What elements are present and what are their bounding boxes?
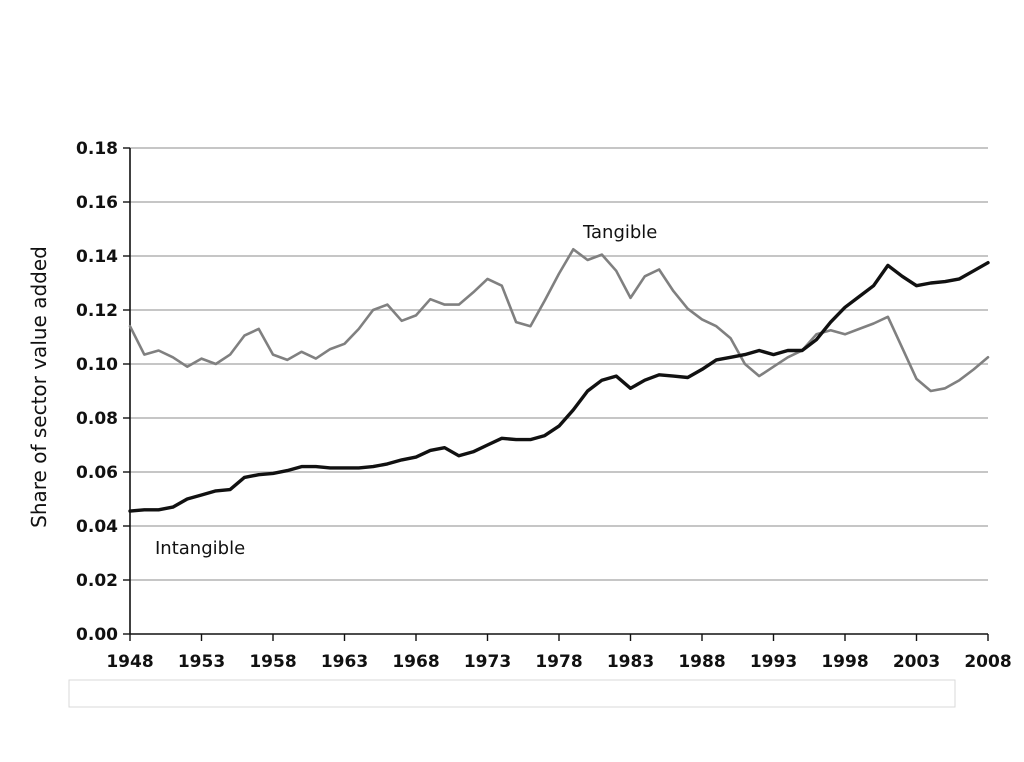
y-tick-label: 0.00	[76, 625, 118, 645]
series-lines	[128, 248, 990, 513]
x-tick-label: 1993	[750, 652, 797, 672]
x-tick-label: 1958	[249, 652, 296, 672]
x-tick-label: 1973	[464, 652, 511, 672]
tangible-annotation: Tangible	[582, 222, 657, 243]
x-tick-label: 1953	[178, 652, 225, 672]
y-tick-label: 0.18	[76, 139, 118, 159]
y-tick-label: 0.08	[76, 409, 118, 429]
caption-box	[68, 679, 956, 708]
x-tick-label: 1963	[321, 652, 368, 672]
x-tick-label: 1998	[821, 652, 868, 672]
y-tick-label: 0.12	[76, 301, 118, 321]
x-tick-labels: 1948 1953 1958 1963 1968 1973 1978 1983 1988 1993…	[106, 634, 1012, 672]
y-tick-labels: 0.00 0.02 0.04 0.06 0.08 0.10 0.12 0.14 0.16 0.18	[76, 139, 130, 645]
x-tick-label: 1968	[392, 652, 439, 672]
axes	[129, 148, 988, 635]
x-tick-label: 1948	[106, 652, 153, 672]
y-tick-label: 0.06	[76, 463, 118, 483]
gridlines	[130, 147, 988, 581]
intangible-series-line	[128, 261, 990, 513]
x-tick-label: 2003	[893, 652, 940, 672]
x-tick-label: 1978	[535, 652, 582, 672]
x-tick-label: 1983	[607, 652, 654, 672]
y-tick-label: 0.16	[76, 193, 118, 213]
tangible-series-line	[128, 248, 990, 393]
x-tick-label: 2008	[964, 652, 1011, 672]
y-tick-label: 0.10	[76, 355, 118, 375]
y-tick-label: 0.02	[76, 571, 118, 591]
intangible-annotation: Intangible	[155, 538, 245, 559]
y-axis-title: Share of sector value added	[27, 246, 51, 528]
y-tick-label: 0.14	[76, 247, 118, 267]
y-tick-label: 0.04	[76, 517, 118, 537]
x-tick-label: 1988	[678, 652, 725, 672]
